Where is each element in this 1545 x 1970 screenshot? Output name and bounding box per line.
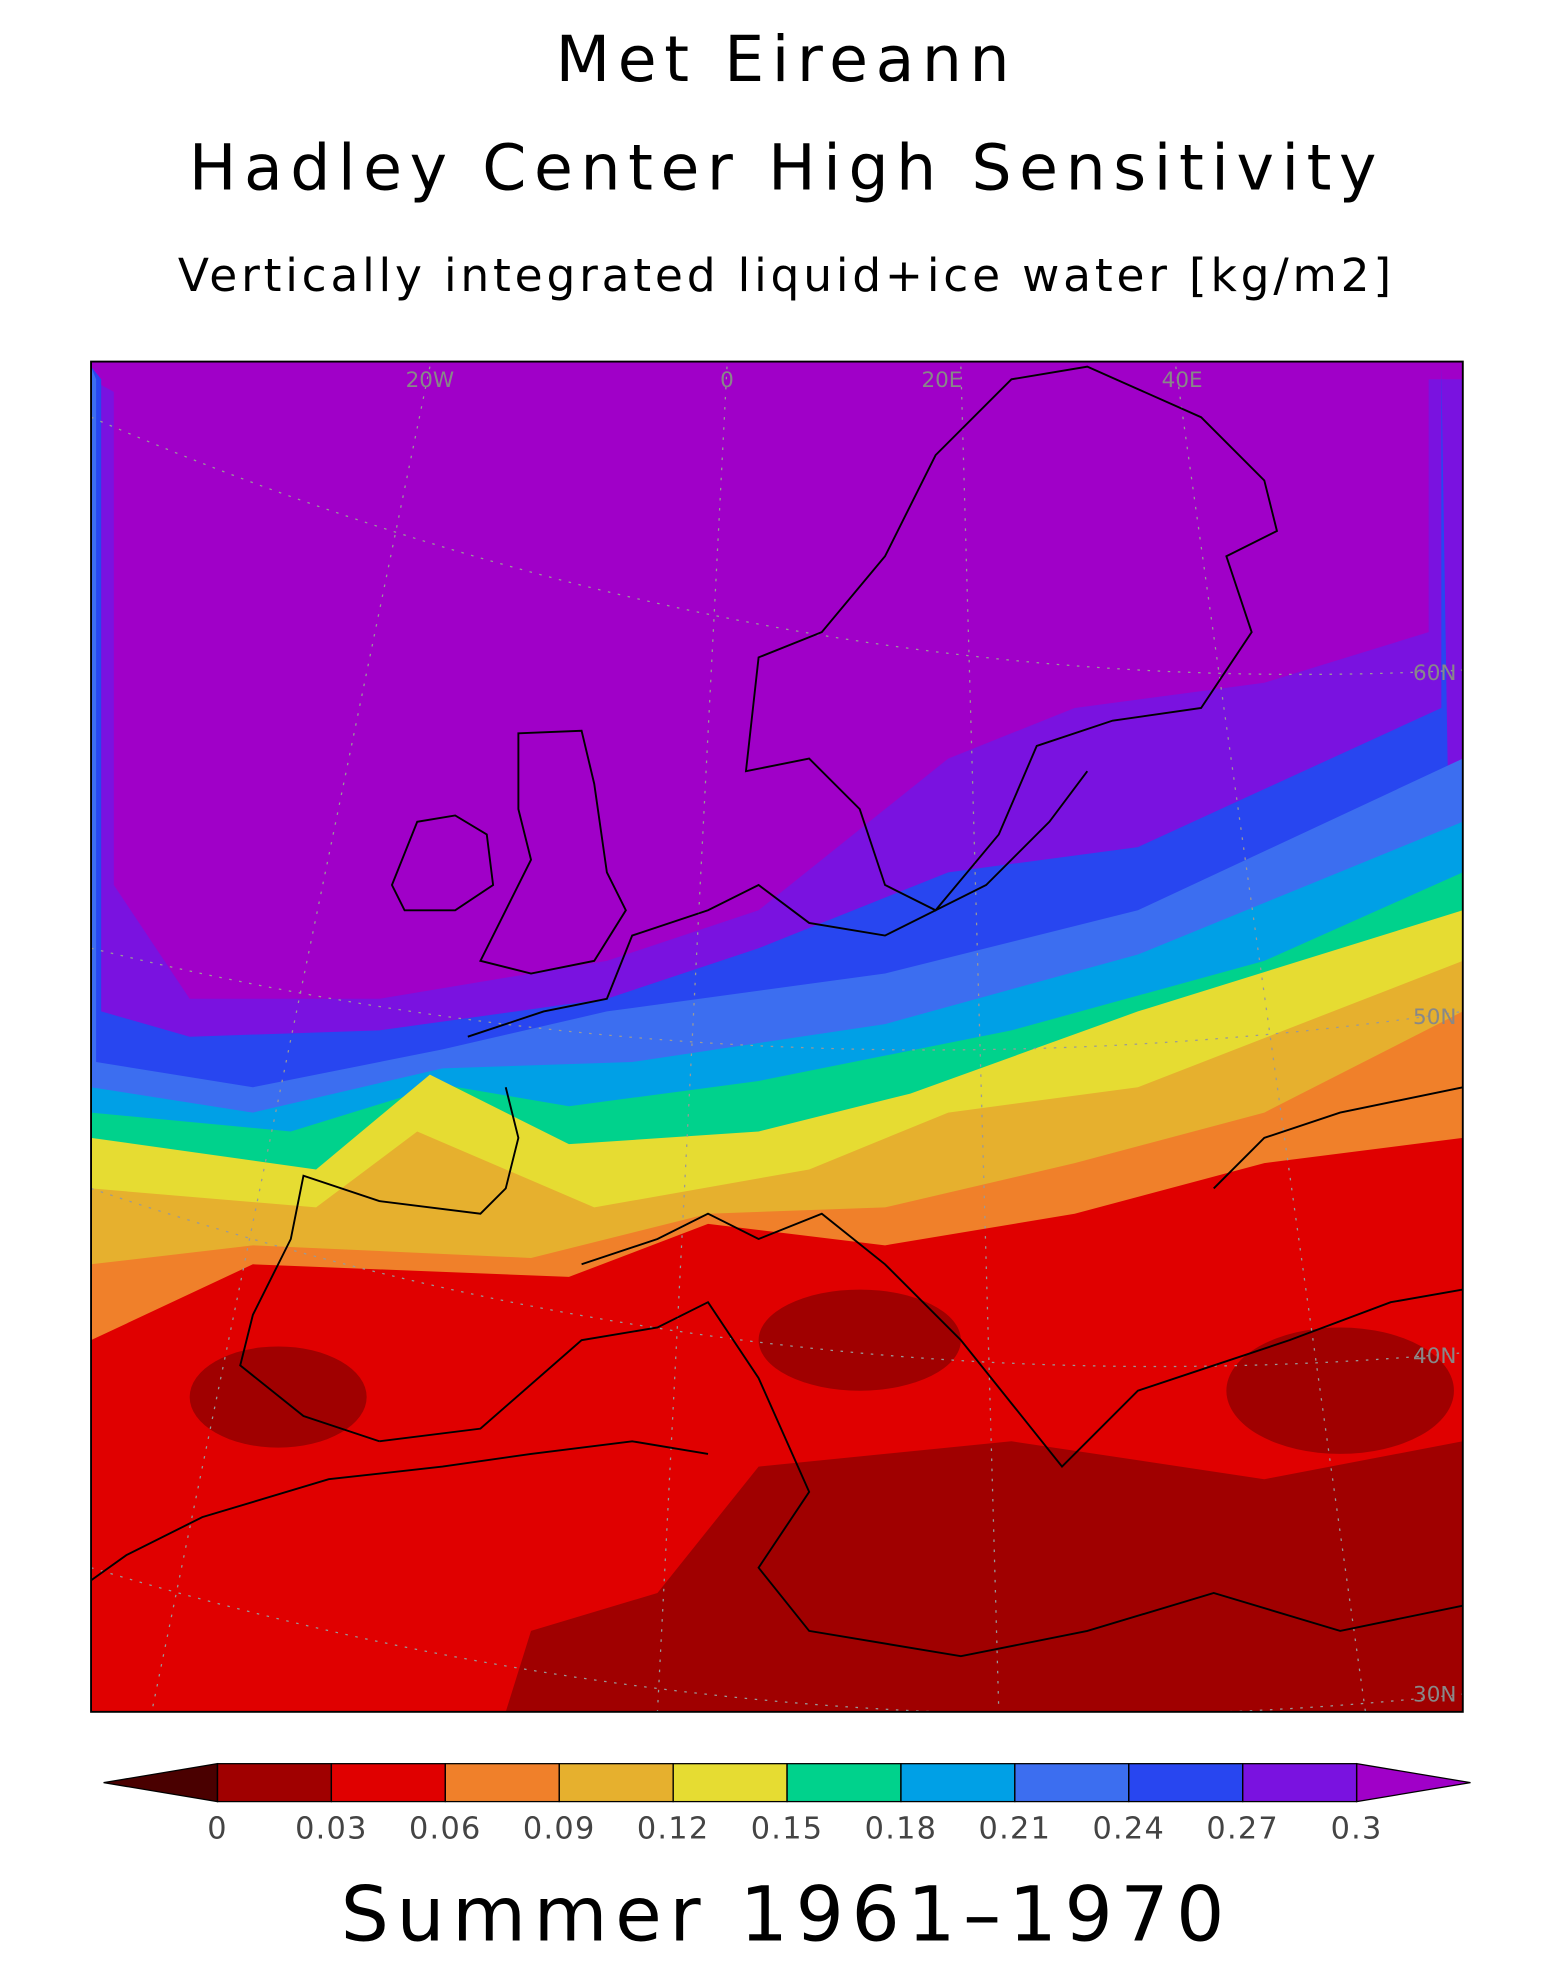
colorbar-segment (672, 1763, 788, 1803)
colorbar-segment (444, 1763, 560, 1803)
longitude-label: 20E (921, 368, 962, 393)
meridian (656, 366, 728, 1712)
colorbar-segment (1128, 1763, 1244, 1803)
map-frame (90, 360, 1464, 1713)
field-band (505, 1441, 1463, 1712)
coastline (467, 770, 1089, 1038)
colorbar-tick-label: 0.18 (865, 1811, 938, 1846)
coastline (581, 1212, 1463, 1468)
field-band (1226, 1327, 1454, 1454)
colorbar-segment (1014, 1763, 1130, 1803)
colorbar-tick-label: 0.15 (751, 1811, 824, 1846)
colorbar-extend-low (103, 1762, 219, 1803)
parallel (91, 416, 1463, 676)
colorbar-tick-label: 0.24 (1092, 1811, 1165, 1846)
colorbar-segment (786, 1763, 902, 1803)
latitude-label: 60N (1413, 661, 1456, 686)
latitude-label: 30N (1413, 1683, 1456, 1708)
coastline (1213, 1086, 1463, 1190)
colorbar-segment (1242, 1763, 1358, 1803)
colorbar-segment (900, 1763, 1016, 1803)
colorbar-tick-label: 0.06 (409, 1811, 482, 1846)
field-band (758, 1289, 961, 1391)
variable-label: Vertically integrated liquid+ice water [… (178, 249, 1395, 302)
coastline (744, 365, 1279, 912)
colorbar-tick-label: 0 (207, 1811, 228, 1846)
coastline (479, 729, 627, 975)
coastline (239, 1087, 520, 1443)
latitude-label: 50N (1413, 1005, 1456, 1030)
colorbar-tick-label: 0.21 (979, 1811, 1052, 1846)
coastline (379, 1300, 1463, 1658)
coastlines (91, 365, 1463, 1658)
meridian (1175, 366, 1367, 1712)
coastline (91, 1440, 709, 1582)
longitude-label: 40E (1162, 368, 1203, 393)
graticule (91, 366, 1463, 1712)
colorbar-tick-label: 0.12 (637, 1811, 710, 1846)
colorbar: 0 0.03 0.06 0.09 0.12 0.15 0.18 0.21 0.24 0.27 0.3 (103, 1762, 1471, 1846)
colorbar-extend-high (1355, 1762, 1471, 1803)
parallel (91, 947, 1463, 1051)
colorbar-segment (330, 1763, 446, 1803)
subtitle: Hadley Center High Sensitivity (189, 131, 1384, 205)
longitude-label: 20W (406, 368, 455, 393)
colorbar-tick-label: 0.03 (295, 1811, 368, 1846)
longitude-label: 0 (720, 368, 734, 393)
colorbar-tick-label: 0.3 (1331, 1811, 1383, 1846)
coastline (390, 814, 495, 912)
colorbar-segment (216, 1763, 333, 1803)
footer: Summer 1961–1970 (341, 1871, 1232, 1959)
meridian (960, 366, 1000, 1712)
map: 20W 0 20E 40E 60N 50N 40N 30N (91, 361, 1463, 1712)
colorbar-tick-label: 0.09 (523, 1811, 596, 1846)
latitude-label: 40N (1413, 1344, 1456, 1369)
meridian (151, 366, 431, 1712)
title: Met Eireann (556, 22, 1018, 96)
colorbar-segment (558, 1763, 674, 1803)
colorbar-tick-label: 0.27 (1206, 1811, 1279, 1846)
